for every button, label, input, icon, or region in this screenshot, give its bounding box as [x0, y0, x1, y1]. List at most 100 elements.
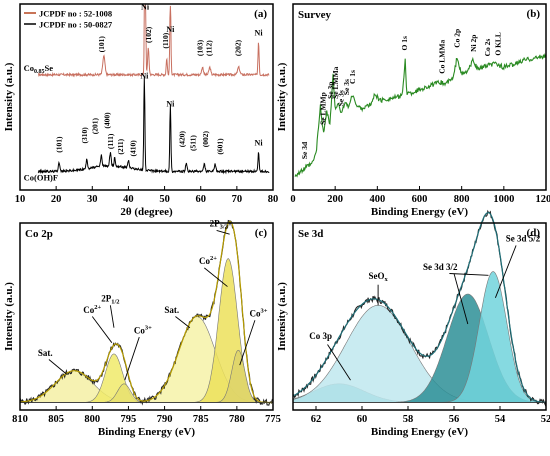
label-pointer: [91, 316, 113, 343]
y-axis-label-b: Intensity (a.u.): [276, 62, 288, 131]
panel-label-d: (d): [527, 227, 541, 239]
panel-label-b: (b): [527, 8, 541, 20]
x-tick-label-b: 1200: [536, 194, 550, 205]
peak-annotation: (002): [201, 130, 210, 147]
x-tick-label-a: 70: [232, 194, 243, 205]
x-tick-label-a: 50: [159, 194, 170, 205]
x-tick-label-b: 0: [290, 194, 295, 205]
peak-annotation: Ni: [166, 99, 175, 108]
peak-annotation: (103): [196, 39, 205, 56]
peak-label: Co2+: [199, 255, 217, 266]
panel-title-b: Survey: [298, 9, 332, 21]
x-axis-label-c: Binding Energy (eV): [98, 426, 196, 438]
x-axis-label-b: Binding Energy (eV): [371, 206, 469, 218]
x-tick-label-c: 805: [48, 414, 64, 425]
peak-label: SeOx: [368, 271, 388, 283]
peak-annotation: (410): [129, 140, 138, 157]
plot-frame-d: [292, 222, 547, 411]
x-tick-label-c: 790: [157, 414, 173, 425]
peak-annotation: (601): [215, 138, 224, 155]
label-pointer: [48, 359, 68, 375]
peak-annotation: (202): [233, 39, 242, 56]
survey-peak-label: C 1s: [348, 70, 357, 84]
survey-peak-label: Se LMMp: [319, 92, 328, 125]
label-pointer: [494, 245, 517, 298]
plot-frame-b: [292, 3, 547, 191]
panel-a: 10 20 30 40 50 60 70 80 2θ (degree) Intensity (a.…: [3, 3, 278, 218]
label-pointer: [204, 267, 228, 287]
label-pointer: [216, 230, 230, 235]
peak-label: Sat.: [164, 305, 179, 315]
sample-label: Co(OH)F: [24, 173, 58, 183]
peak-annotation: (400): [103, 112, 112, 129]
peak-label: 2P3/2: [210, 219, 228, 231]
x-tick-label-c: 810: [12, 414, 28, 425]
peak-annotation: (310): [80, 127, 89, 144]
peak-label: Co3+: [134, 324, 152, 335]
x-tick-label-d: 62: [311, 414, 322, 425]
panel-title-d: Se 3d: [298, 228, 323, 240]
y-axis-label-c: Intensity (a.u.): [3, 282, 15, 351]
peak-annotation: (112): [205, 40, 214, 56]
x-tick-label-d: 54: [495, 414, 506, 425]
survey-peak-label: Ni 2p: [469, 35, 478, 52]
panel-title-c: Co 2p: [25, 228, 53, 240]
peak-annotation: (101): [55, 136, 64, 153]
label-pointer: [453, 273, 469, 325]
peak-annotation: Ni: [166, 25, 175, 34]
x-tick-label-a: 20: [51, 194, 62, 205]
peak-annotation: (420): [177, 130, 186, 147]
x-axis-label-a: 2θ (degree): [120, 206, 173, 218]
peak-annotation: (511): [188, 135, 197, 151]
panel-label-c: (c): [255, 227, 268, 239]
peak-label: 2P1/2: [101, 294, 119, 306]
survey-peak-label: Se 3s: [342, 79, 351, 95]
xrd-series-line: [37, 77, 270, 175]
peak-annotation: (211): [116, 138, 125, 154]
y-axis-label-d: Intensity (a.u.): [276, 282, 288, 351]
peak-label: Co 3p: [309, 331, 332, 341]
x-tick-label-a: 80: [268, 194, 279, 205]
survey-peak-label: Co 2p: [452, 29, 461, 48]
peak-label: Co3+: [250, 308, 268, 319]
x-tick-label-a: 60: [195, 194, 206, 205]
peak-annotation: Ni: [141, 3, 150, 12]
peak-annotation: (111): [106, 133, 115, 149]
x-tick-label-c: 780: [229, 414, 245, 425]
envelope-line: [292, 211, 546, 403]
panel-d: 62 60 58 56 54 52 Binding Energy (eV) Intensity…: [276, 209, 550, 438]
x-tick-label-d: 52: [541, 414, 550, 425]
peak-annotation: Ni: [255, 29, 264, 38]
survey-peak-label: Se 3d: [300, 141, 309, 159]
survey-peak-label: Co 2s: [483, 39, 492, 57]
peak-label: Se 3d 5/2: [506, 234, 541, 244]
panel-b: 0 200 400 600 800 1000 1200 Binding Energy (eV)…: [276, 3, 550, 218]
peak-annotation: Ni: [140, 71, 149, 80]
survey-peak-label: Se 3p: [326, 82, 335, 99]
x-tick-label-d: 58: [403, 414, 414, 425]
plot-frame-c: [19, 222, 274, 411]
peak-annotation: (201): [91, 117, 100, 134]
survey-peak-label: O KLL: [494, 32, 503, 56]
peak-annotation: (110): [161, 32, 170, 48]
peak-label: Sat.: [38, 348, 53, 358]
label-pointer: [239, 320, 256, 366]
x-tick-label-b: 800: [454, 194, 470, 205]
peak-annotation: Ni: [255, 138, 264, 147]
label-pointer: [124, 336, 140, 381]
x-tick-label-a: 10: [15, 194, 26, 205]
x-tick-label-d: 60: [357, 414, 368, 425]
legend-label: JCPDF no : 52-1008: [39, 9, 112, 19]
survey-peak-label: Se 3s: [336, 90, 345, 106]
label-pointer: [327, 344, 351, 381]
x-axis-label-d: Binding Energy (eV): [371, 426, 469, 438]
label-pointer: [109, 305, 115, 328]
x-tick-label-c: 795: [121, 414, 137, 425]
survey-peak-label: Co LMMa: [438, 40, 447, 74]
x-tick-label-c: 800: [84, 414, 100, 425]
legend-label: JCPDF no : 50-0827: [39, 20, 113, 30]
plot-frame-a: [19, 3, 274, 191]
peak-label: Se 3d 3/2: [423, 262, 458, 272]
survey-peak-label: O 1s: [400, 36, 409, 50]
label-pointer: [449, 273, 489, 276]
